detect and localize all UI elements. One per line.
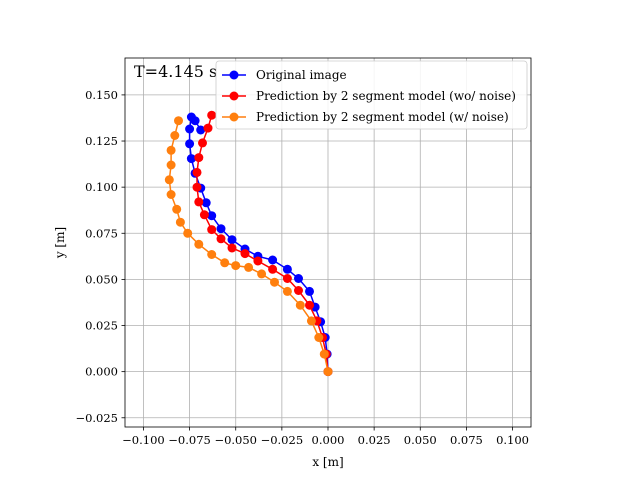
data-point bbox=[216, 234, 226, 244]
data-point bbox=[282, 286, 292, 296]
data-point bbox=[319, 349, 329, 359]
data-point bbox=[294, 286, 303, 295]
data-point bbox=[207, 211, 217, 221]
data-point bbox=[282, 274, 292, 283]
data-point bbox=[199, 210, 209, 220]
x-axis-label: x [m] bbox=[312, 455, 343, 469]
data-point bbox=[257, 269, 267, 279]
data-point bbox=[186, 154, 196, 164]
data-point bbox=[194, 197, 204, 207]
data-point bbox=[196, 125, 206, 135]
data-point bbox=[314, 333, 324, 342]
y-tick-label: −0.025 bbox=[75, 411, 118, 425]
data-point bbox=[323, 367, 333, 377]
data-point bbox=[207, 225, 217, 235]
data-point bbox=[268, 255, 278, 265]
data-point bbox=[227, 243, 237, 253]
data-point bbox=[207, 110, 217, 120]
legend-label: Original image bbox=[256, 68, 347, 82]
legend-entry: Prediction by 2 segment model (w/ noise) bbox=[222, 110, 509, 124]
y-tick-label: 0.150 bbox=[85, 88, 118, 102]
data-point bbox=[172, 204, 182, 214]
series-line bbox=[188, 115, 329, 372]
legend-marker bbox=[229, 70, 239, 80]
data-point bbox=[295, 300, 305, 310]
data-point bbox=[192, 182, 202, 192]
y-tick-label: 0.100 bbox=[85, 180, 118, 194]
y-tick-label: 0.075 bbox=[85, 226, 118, 240]
legend: Original image Prediction by 2 segment mo… bbox=[215, 60, 528, 130]
legend-box bbox=[215, 60, 528, 130]
data-point bbox=[270, 277, 279, 287]
data-point bbox=[190, 116, 200, 126]
data-point bbox=[175, 217, 185, 227]
series-3 bbox=[164, 116, 333, 377]
data-point bbox=[220, 258, 230, 268]
x-tick-label: −0.025 bbox=[261, 433, 304, 447]
data-point bbox=[305, 300, 314, 310]
data-point bbox=[166, 145, 176, 155]
legend-entry: Prediction by 2 segment model (wo/ noise… bbox=[222, 89, 516, 103]
data-point bbox=[194, 239, 204, 249]
series-line bbox=[168, 120, 329, 372]
series-line bbox=[196, 114, 329, 372]
series-2 bbox=[192, 110, 333, 377]
legend-entry: Original image bbox=[222, 68, 347, 82]
legend-label: Prediction by 2 segment model (wo/ noise… bbox=[256, 89, 516, 103]
data-point bbox=[231, 261, 241, 271]
data-point bbox=[203, 123, 213, 133]
y-tick-label: 0.025 bbox=[85, 319, 118, 333]
series-1 bbox=[185, 112, 333, 377]
y-tick-label: 0.125 bbox=[85, 134, 118, 148]
x-tick-label: 0.075 bbox=[450, 433, 483, 447]
data-point bbox=[244, 262, 254, 272]
x-tick-label: 0.025 bbox=[358, 433, 391, 447]
data-point bbox=[306, 316, 316, 326]
y-tick-label: 0.000 bbox=[85, 365, 118, 379]
data-point bbox=[174, 116, 183, 126]
x-tick-label: −0.050 bbox=[214, 433, 257, 447]
data-point bbox=[170, 131, 180, 140]
data-point bbox=[198, 138, 207, 148]
data-point bbox=[166, 160, 176, 170]
data-point bbox=[294, 274, 303, 283]
data-point bbox=[201, 198, 211, 208]
data-point bbox=[253, 256, 263, 266]
data-point bbox=[192, 167, 202, 177]
y-tick-label: 0.050 bbox=[85, 272, 118, 286]
x-tick-label: 0.100 bbox=[496, 433, 529, 447]
data-point bbox=[164, 175, 174, 185]
legend-marker bbox=[229, 112, 239, 122]
legend-marker bbox=[229, 91, 239, 101]
plot-area-frame bbox=[124, 57, 532, 428]
data-point bbox=[183, 228, 193, 238]
x-axis-ticks: −0.100 −0.075 −0.050 −0.025 0.000 0.025 0.050 0… bbox=[122, 427, 529, 447]
x-tick-label: −0.100 bbox=[122, 433, 165, 447]
data-point bbox=[240, 249, 250, 259]
data-point bbox=[194, 153, 204, 163]
y-axis-ticks: −0.025 0.000 0.025 0.050 0.075 0.100 0.125 0.15… bbox=[75, 88, 125, 425]
data-point bbox=[227, 235, 237, 245]
time-annotation: T=4.145 s bbox=[134, 62, 217, 81]
data-point bbox=[268, 264, 278, 274]
x-tick-label: −0.075 bbox=[168, 433, 211, 447]
data-point bbox=[185, 139, 195, 149]
data-point bbox=[216, 224, 226, 234]
data-point bbox=[282, 264, 292, 274]
x-tick-label: 0.050 bbox=[404, 433, 437, 447]
y-axis-label: y [m] bbox=[53, 227, 67, 259]
legend-label: Prediction by 2 segment model (w/ noise) bbox=[256, 110, 509, 124]
data-point bbox=[185, 124, 195, 134]
series-layer bbox=[164, 110, 333, 377]
data-point bbox=[207, 250, 217, 259]
x-tick-label: 0.000 bbox=[312, 433, 345, 447]
data-point bbox=[166, 190, 176, 199]
data-point bbox=[305, 286, 314, 296]
